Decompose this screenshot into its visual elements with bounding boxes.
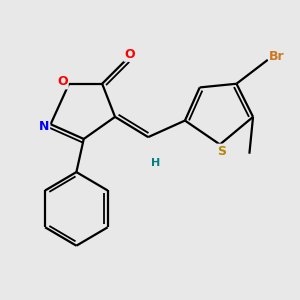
Text: O: O bbox=[57, 75, 68, 88]
Text: N: N bbox=[39, 120, 49, 133]
Text: H: H bbox=[151, 158, 160, 168]
Text: O: O bbox=[124, 48, 135, 61]
Text: Br: Br bbox=[269, 50, 285, 63]
Text: S: S bbox=[217, 145, 226, 158]
